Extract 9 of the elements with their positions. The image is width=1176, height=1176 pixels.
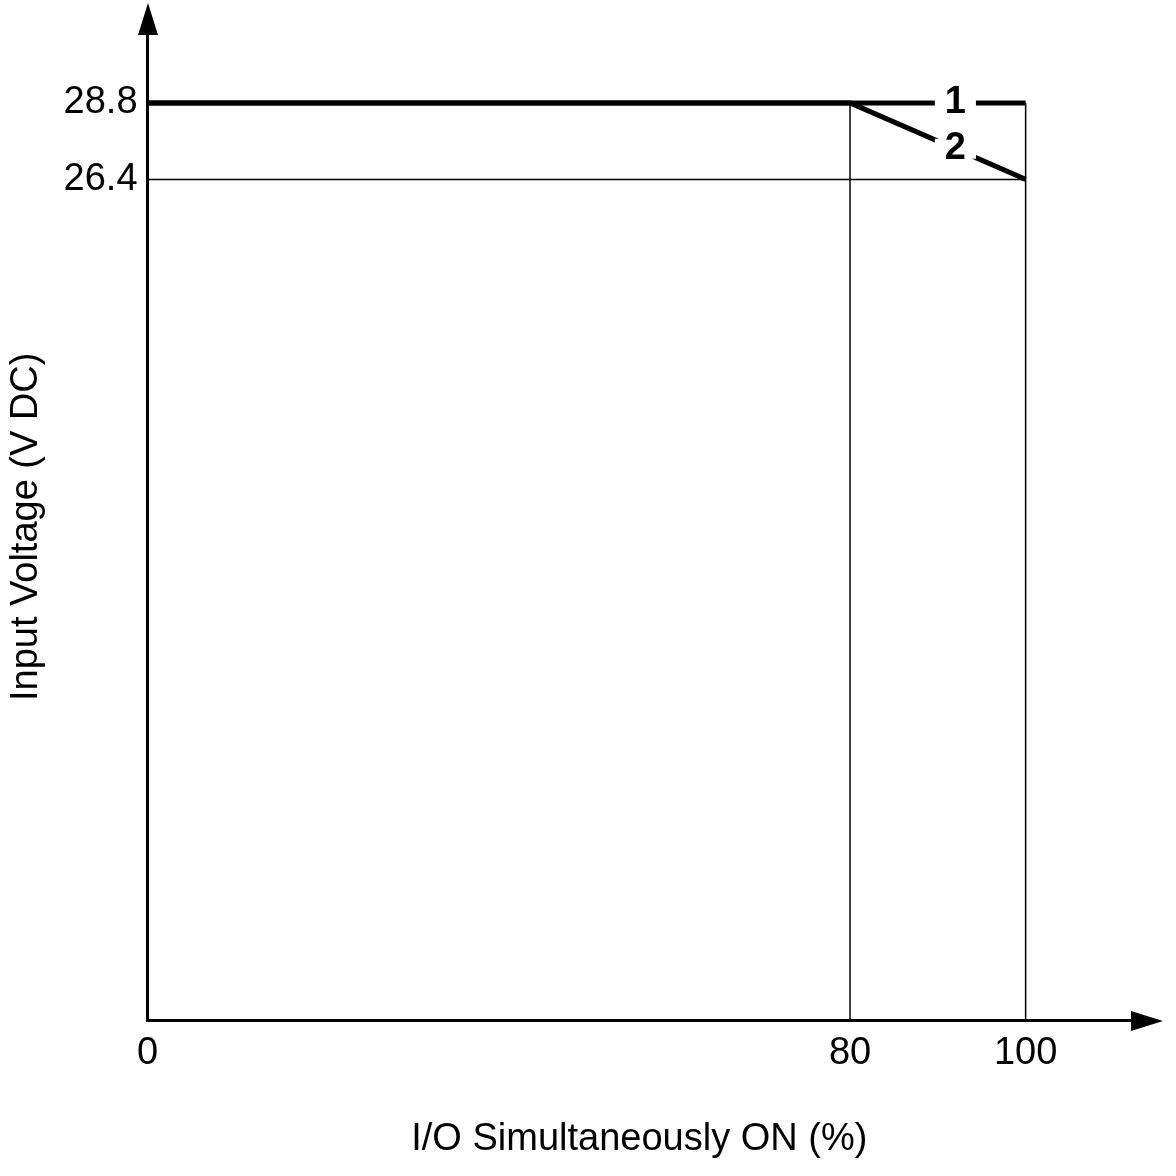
y-tick-label: 26.4 — [63, 155, 138, 198]
x-tick-label: 0 — [136, 1030, 159, 1073]
series-label: 2 — [944, 125, 966, 168]
x-axis-title: I/O Simultaneously ON (%) — [411, 1115, 868, 1158]
y-tick-label: 28.8 — [63, 79, 138, 122]
x-tick-label: 100 — [993, 1030, 1058, 1073]
series-label: 1 — [944, 79, 966, 122]
x-tick-label: 80 — [828, 1030, 872, 1073]
y-axis-title: Input Voltage (V DC) — [3, 352, 46, 702]
